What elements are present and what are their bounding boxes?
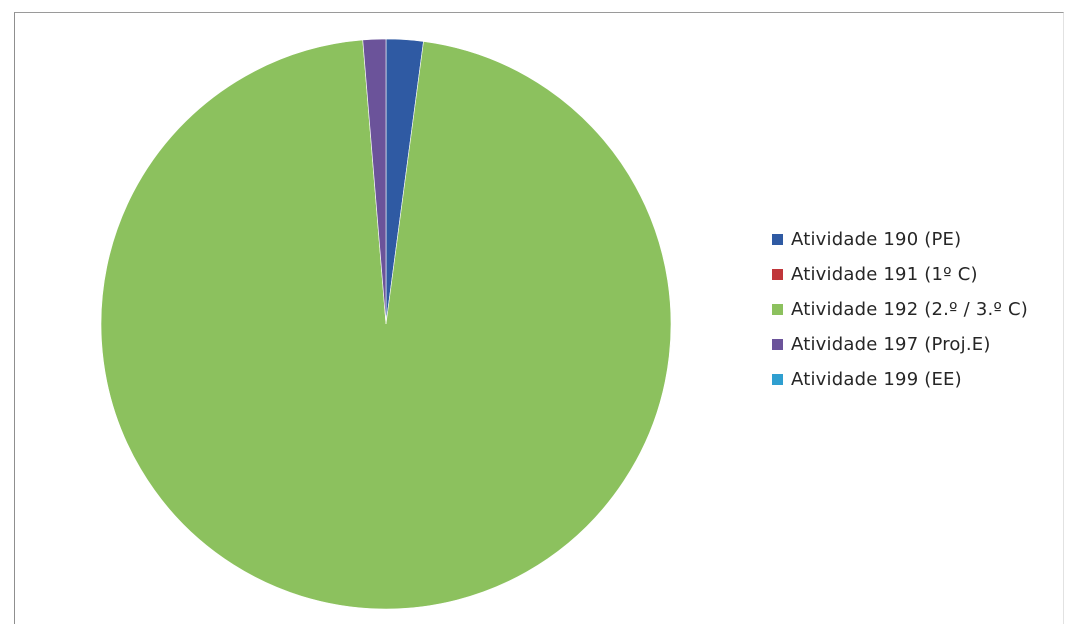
legend-item-atividade-199-ee: Atividade 199 (EE) [772,362,1028,397]
legend-label: Atividade 199 (EE) [791,369,962,390]
legend-swatch [772,374,783,385]
legend-label: Atividade 192 (2.º / 3.º C) [791,299,1029,320]
legend-item-atividade-197-proj-e: Atividade 197 (Proj.E) [772,327,1028,362]
legend-swatch [772,339,783,350]
legend-item-atividade-192-2-3-c: Atividade 192 (2.º / 3.º C) [772,292,1028,327]
legend-label: Atividade 191 (1º C) [791,264,978,285]
legend: Atividade 190 (PE) Atividade 191 (1º C) At… [772,222,1028,397]
pie-slice-atividade-192-2-3-c [100,39,672,610]
legend-swatch [772,304,783,315]
legend-item-atividade-191-1-c: Atividade 191 (1º C) [772,257,1028,292]
legend-item-atividade-190-pe: Atividade 190 (PE) [772,222,1028,257]
legend-swatch [772,269,783,280]
legend-label: Atividade 197 (Proj.E) [791,334,991,355]
pie-slice-atividade-197-proj-e [362,38,387,325]
legend-label: Atividade 190 (PE) [791,229,962,250]
legend-swatch [772,234,783,245]
